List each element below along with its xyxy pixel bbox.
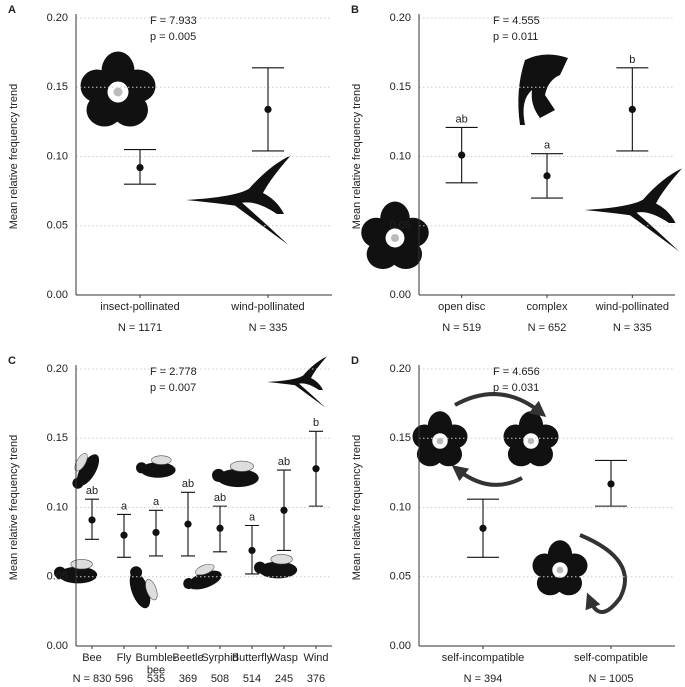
point bbox=[152, 528, 160, 537]
group-letter: b bbox=[629, 54, 635, 66]
x-tick-label: Fly bbox=[117, 652, 132, 664]
x-tick-label: self-incompatible bbox=[442, 652, 525, 664]
y-tick-label: 0.05 bbox=[47, 220, 68, 232]
panel: B Mean relative frequency trend 0.00 0.05 0.… bbox=[351, 4, 675, 334]
point bbox=[479, 524, 487, 532]
stat-f: F = 4.656 bbox=[493, 366, 540, 378]
n-label: N = 335 bbox=[249, 322, 288, 334]
panel-label: C bbox=[8, 355, 16, 367]
x-tick-label: Wind bbox=[303, 652, 328, 664]
panel-label: D bbox=[351, 355, 359, 367]
stat-f: F = 2.778 bbox=[150, 366, 197, 378]
y-axis-label: Mean relative frequency trend bbox=[8, 435, 20, 581]
group-letter: ab bbox=[214, 492, 226, 504]
panel-label: A bbox=[8, 4, 16, 16]
n-label: 245 bbox=[275, 673, 293, 685]
y-axis-label: Mean relative frequency trend bbox=[351, 435, 363, 581]
x-tick-label: Bee bbox=[82, 652, 102, 664]
panel: D Mean relative frequency trend 0.00 0.05 0.… bbox=[351, 355, 675, 685]
n-label: N = 1005 bbox=[589, 673, 634, 685]
point bbox=[184, 520, 192, 528]
x-tick-label: open disc bbox=[438, 301, 486, 313]
y-tick-label: 0.15 bbox=[390, 81, 411, 93]
y-tick-label: 0.00 bbox=[47, 289, 68, 301]
y-tick-label: 0.10 bbox=[47, 501, 68, 513]
x-tick-label: Wasp bbox=[270, 652, 298, 664]
point bbox=[120, 531, 128, 539]
x-tick-label: Bumble-bee bbox=[136, 652, 177, 677]
group-letter: a bbox=[544, 140, 551, 152]
y-tick-label: 0.15 bbox=[390, 432, 411, 444]
y-tick-label: 0.05 bbox=[47, 571, 68, 583]
point bbox=[248, 546, 256, 555]
x-tick-label: Butterfly bbox=[232, 652, 273, 664]
n-label: 369 bbox=[179, 673, 197, 685]
group-letter: ab bbox=[278, 456, 290, 468]
x-tick-label: wind-pollinated bbox=[230, 301, 304, 313]
point bbox=[312, 465, 320, 473]
y-tick-label: 0.20 bbox=[390, 12, 411, 24]
n-label: N = 1171 bbox=[118, 322, 162, 334]
point bbox=[88, 516, 96, 524]
y-tick-label: 0.00 bbox=[47, 640, 68, 652]
stat-f: F = 4.555 bbox=[493, 15, 540, 27]
group-letter: ab bbox=[182, 478, 194, 490]
point bbox=[607, 480, 615, 488]
x-tick-label: wind-pollinated bbox=[595, 301, 669, 313]
y-tick-label: 0.10 bbox=[47, 150, 68, 162]
y-axis-label: Mean relative frequency trend bbox=[351, 84, 363, 230]
group-letter: a bbox=[249, 511, 256, 523]
x-tick-label: complex bbox=[527, 301, 568, 313]
n-label: 376 bbox=[307, 673, 325, 685]
stat-f: F = 7.933 bbox=[150, 15, 197, 27]
n-label: 508 bbox=[211, 673, 229, 685]
panel: A Mean relative frequency trend 0.00 0.05 0.… bbox=[8, 4, 332, 334]
x-tick-label: Syrphid bbox=[201, 652, 238, 664]
x-tick-label: insect-pollinated bbox=[100, 301, 180, 313]
point bbox=[543, 172, 551, 180]
y-tick-label: 0.10 bbox=[390, 150, 411, 162]
n-label: N = 519 bbox=[442, 322, 481, 334]
illustrations bbox=[53, 51, 682, 614]
x-tick-label: Beetle bbox=[172, 652, 203, 664]
n-label: 596 bbox=[115, 673, 133, 685]
y-tick-label: 0.15 bbox=[47, 432, 68, 444]
y-tick-label: 0.00 bbox=[390, 289, 411, 301]
x-tick-label: self-compatible bbox=[574, 652, 648, 664]
y-tick-label: 0.10 bbox=[390, 501, 411, 513]
stat-p: p = 0.005 bbox=[150, 31, 196, 43]
group-letter: ab bbox=[456, 113, 468, 125]
group-letter: a bbox=[121, 500, 128, 512]
y-tick-label: 0.00 bbox=[390, 640, 411, 652]
n-label: 535 bbox=[147, 673, 165, 685]
point bbox=[136, 163, 144, 172]
group-letter: ab bbox=[86, 485, 98, 497]
stat-p: p = 0.031 bbox=[493, 382, 539, 394]
point bbox=[216, 524, 224, 532]
n-label: N = 830 bbox=[73, 673, 112, 685]
panel: C Mean relative frequency trend 0.00 0.05 0.… bbox=[8, 355, 332, 685]
n-label: N = 335 bbox=[613, 322, 652, 334]
panel-label: B bbox=[351, 4, 359, 16]
group-letter: b bbox=[313, 417, 319, 429]
point bbox=[264, 105, 272, 114]
y-tick-label: 0.20 bbox=[47, 363, 68, 375]
y-axis-label: Mean relative frequency trend bbox=[8, 84, 20, 230]
point bbox=[628, 105, 636, 114]
y-tick-label: 0.05 bbox=[390, 220, 411, 232]
point bbox=[280, 506, 288, 514]
y-tick-label: 0.05 bbox=[390, 571, 411, 583]
point bbox=[458, 151, 466, 159]
stat-p: p = 0.011 bbox=[493, 31, 538, 43]
n-label: N = 394 bbox=[464, 673, 503, 685]
y-tick-label: 0.20 bbox=[390, 363, 411, 375]
n-label: N = 652 bbox=[528, 322, 567, 334]
stat-p: p = 0.007 bbox=[150, 382, 196, 394]
n-label: 514 bbox=[243, 673, 261, 685]
group-letter: a bbox=[153, 496, 160, 508]
y-tick-label: 0.20 bbox=[47, 12, 68, 24]
y-tick-label: 0.15 bbox=[47, 81, 68, 93]
